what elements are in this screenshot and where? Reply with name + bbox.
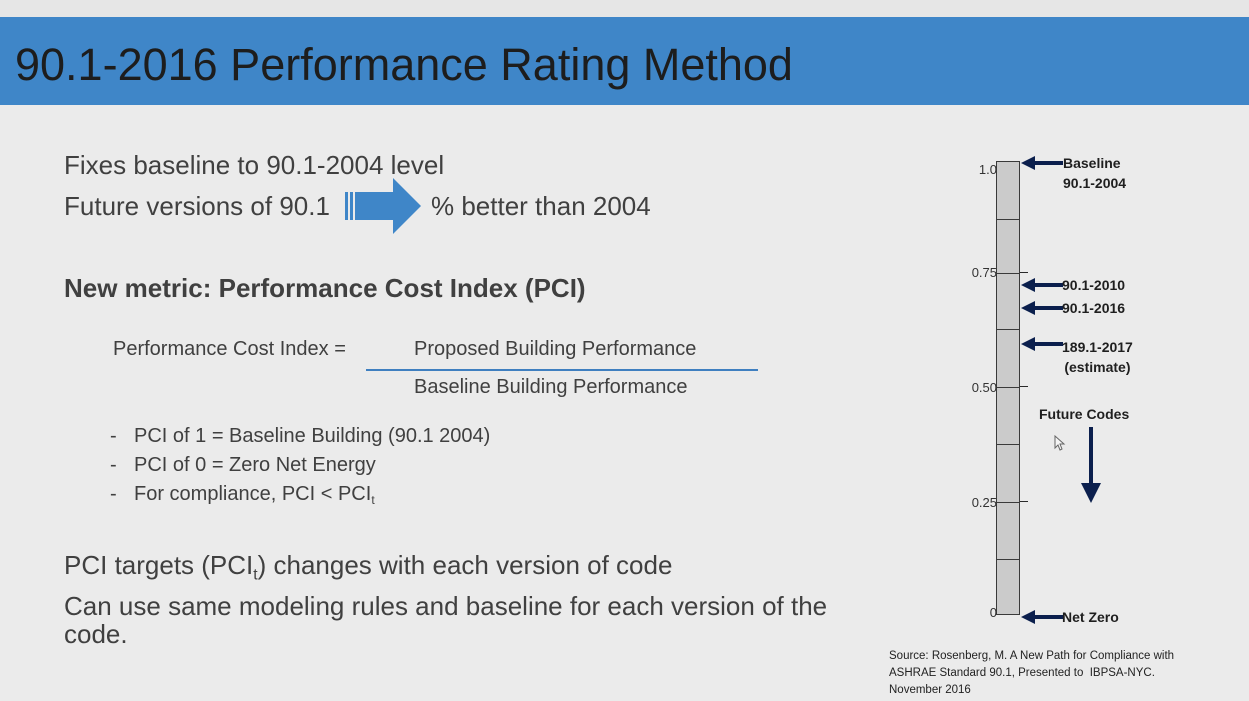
left-pointer-arrow-icon [1021,337,1063,351]
top-strip [0,0,1249,17]
bullet-3-subscript: t [371,493,375,508]
scale-label-1: 1.0 [978,162,997,177]
bullet-dash: - [110,483,117,505]
left-pointer-arrow-icon [1021,610,1063,624]
formula-lhs: Performance Cost Index = [113,338,346,360]
scale-cell-line [997,502,1019,503]
scale-cell-line [997,219,1019,220]
scale-tick [1020,501,1028,502]
future-codes-label: Future Codes [1039,406,1130,422]
pointer-2016-label: 90.1-2016 [1062,300,1126,316]
title-bar: 90.1-2016 Performance Rating Method [0,17,1249,105]
metric-heading: New metric: Performance Cost Index (PCI) [64,273,586,303]
bullet-3: For compliance, PCI < PCIt [134,483,375,507]
pci-scale-bar [996,161,1020,615]
bullet-dash: - [110,454,117,476]
bullet-2: PCI of 0 = Zero Net Energy [134,454,376,476]
targets-pre: PCI targets (PCI [64,550,254,580]
intro-line-2-right: % better than 2004 [431,191,651,221]
pointer-189-text: 189.1-2017 (estimate) [1062,339,1133,375]
targets-line: PCI targets (PCIt) changes with each ver… [64,550,672,584]
intro-line-1: Fixes baseline to 90.1-2004 level [64,150,445,180]
formula-denominator: Baseline Building Performance [414,376,688,398]
mouse-cursor-icon [1054,435,1066,451]
bullet-1: PCI of 1 = Baseline Building (90.1 2004) [134,425,491,447]
scale-cell-line [997,329,1019,330]
scale-label-050: 0.50 [971,380,997,395]
pointer-netzero-label: Net Zero [1062,609,1119,625]
left-pointer-arrow-icon [1021,156,1063,170]
slide-title: 90.1-2016 Performance Rating Method [15,39,793,90]
scale-tick [1020,386,1028,387]
down-arrow-icon [1081,427,1101,503]
scale-label-0: 0 [989,605,997,620]
pointer-189-label: 189.1-2017 (estimate) [1062,337,1133,377]
left-pointer-arrow-icon [1021,301,1063,315]
pointer-baseline-text: Baseline 90.1-2004 [1063,155,1127,191]
intro-line-2-left: Future versions of 90.1 [64,191,330,221]
fraction-line [366,369,758,371]
right-arrow-icon [345,178,421,234]
scale-label-025: 0.25 [971,495,997,510]
closing-text: Can use same modeling rules and baseline… [64,591,828,649]
targets-subscript: t [253,566,258,584]
left-pointer-arrow-icon [1021,278,1063,292]
scale-label-075: 0.75 [971,265,997,280]
source-citation: Source: Rosenberg, M. A New Path for Com… [889,650,1175,696]
scale-cell-line [997,273,1019,274]
bullet-3-text: For compliance, PCI < PCI [134,483,372,505]
scale-cell-line [997,559,1019,560]
targets-post: ) changes with each version of code [257,550,673,580]
pointer-2010-label: 90.1-2010 [1062,277,1126,293]
formula-numerator: Proposed Building Performance [414,338,697,360]
pointer-baseline-label: Baseline 90.1-2004 [1063,153,1126,193]
scale-cell-line [997,387,1019,388]
scale-tick [1020,272,1028,273]
scale-cell-line [997,444,1019,445]
bullet-dash: - [110,425,117,447]
